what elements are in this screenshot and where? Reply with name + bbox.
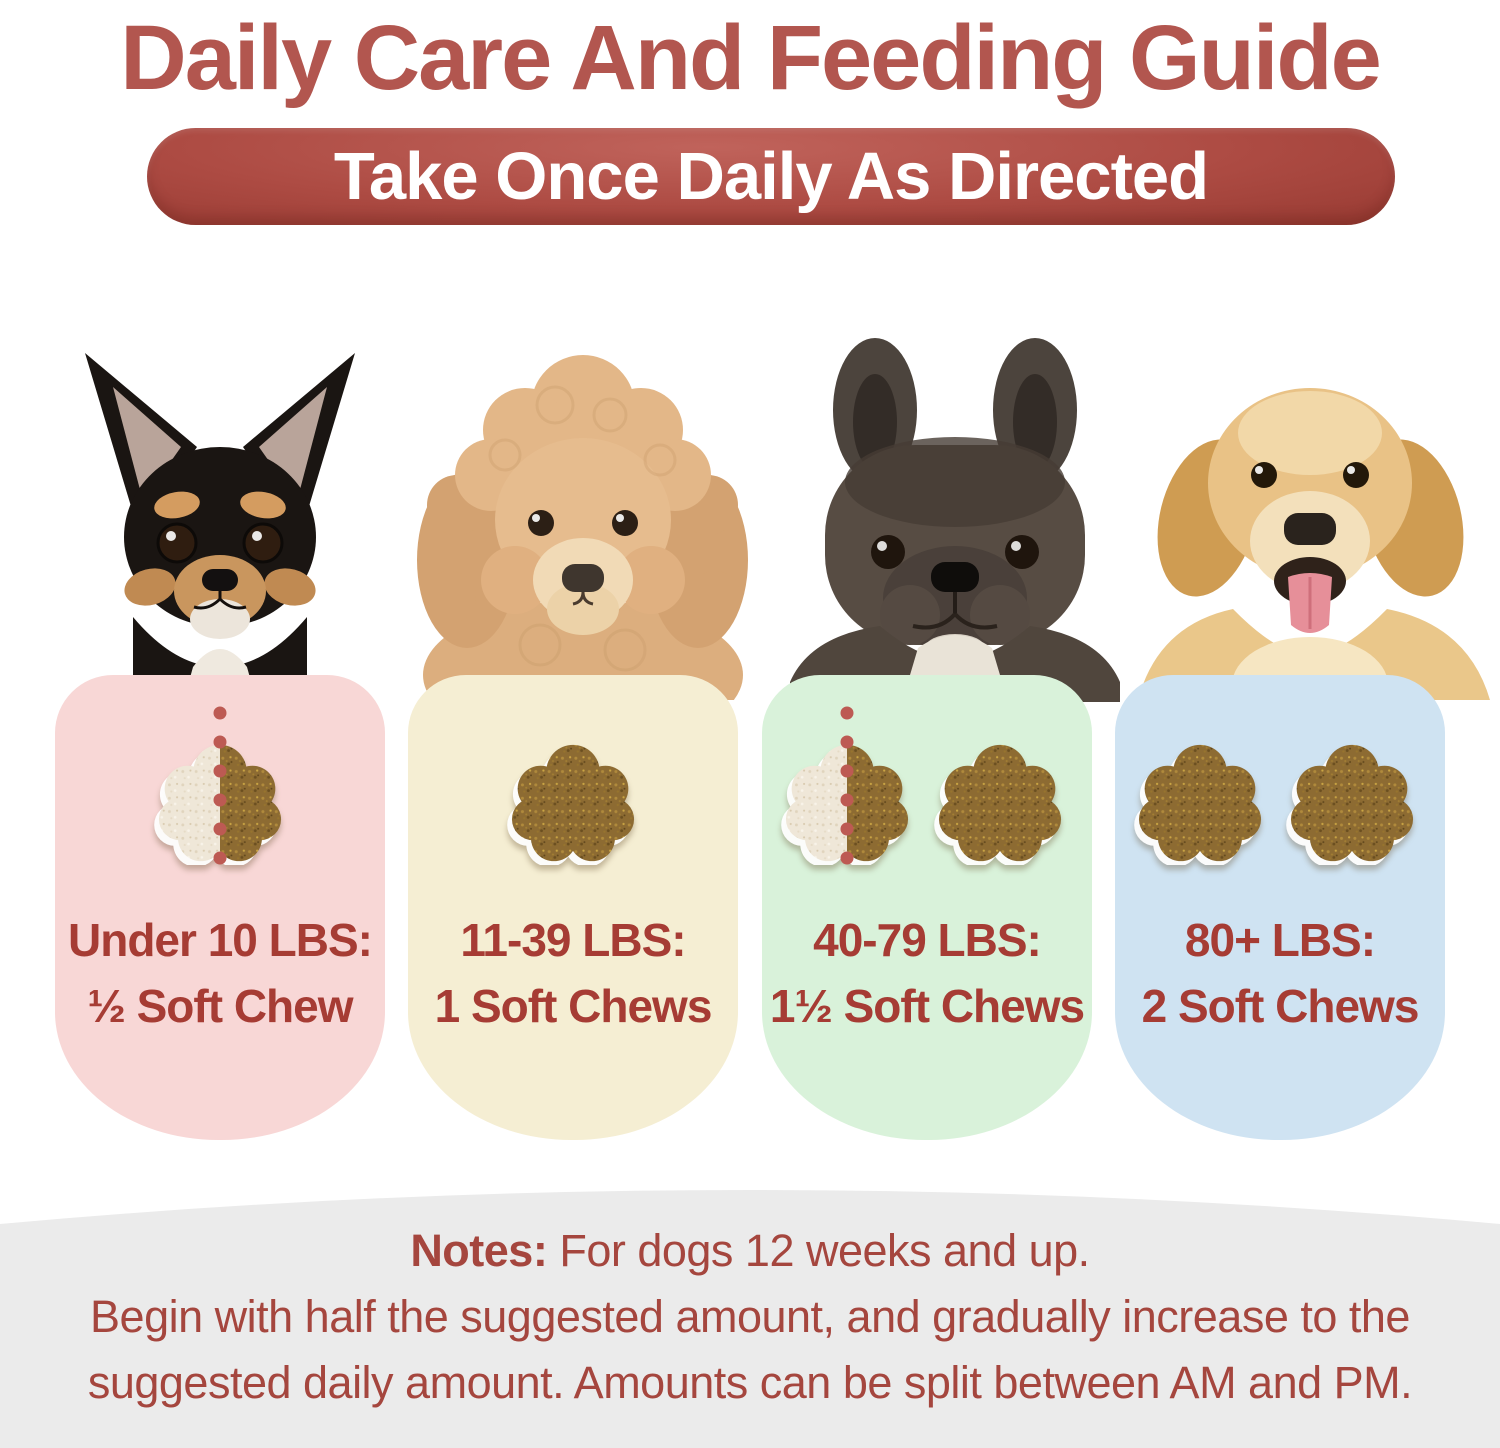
golden-retriever-photo [1128,333,1500,700]
directions-banner: Take Once Daily As Directed [147,128,1395,225]
weight-range-label: 40-79 LBS: [813,914,1042,966]
soft-chew-icon [1134,744,1262,865]
weight-range-label: Under 10 LBS: [68,914,373,966]
half-dose-divider-dots [840,706,854,894]
notes-line-3: suggested daily amount. Amounts can be s… [87,1357,1413,1408]
weight-card-11-39-lbs: 11-39 LBS: 1 Soft Chews [408,675,738,1140]
soft-chew-icon [934,744,1062,865]
dose-label: 1 Soft Chews [434,980,713,1032]
dose-label: 1½ Soft Chews [769,980,1085,1032]
french-bulldog-photo [770,330,1140,702]
soft-chew-icon [1286,744,1414,865]
notes-section: Notes: For dogs 12 weeks and up. Begin w… [0,1190,1500,1448]
page-title: Daily Care And Feeding Guide [120,7,1382,109]
notes-line-2: Begin with half the suggested amount, an… [90,1291,1410,1342]
weight-card-40-79-lbs: 40-79 LBS: 1½ Soft Chews [762,675,1092,1140]
dose-label: ½ Soft Chew [87,980,353,1032]
dose-label: 2 Soft Chews [1141,980,1420,1032]
weight-range-label: 80+ LBS: [1184,914,1376,966]
weight-range-label: 11-39 LBS: [460,914,686,966]
chihuahua-photo [55,335,385,703]
directions-banner-label: Take Once Daily As Directed [333,139,1209,214]
half-dose-divider-dots [213,706,227,894]
soft-chew-icon [507,744,635,865]
notes-curved-background [0,1190,1500,1448]
weight-card-under-10-lbs: Under 10 LBS: ½ Soft Chew [55,675,385,1140]
weight-card-80-plus-lbs: 80+ LBS: 2 Soft Chews [1115,675,1445,1140]
poodle-photo [405,345,760,700]
notes-text: Notes: For dogs 12 weeks and up. Begin w… [0,1218,1500,1416]
notes-line-1: Notes: For dogs 12 weeks and up. [410,1225,1090,1276]
notes-label: Notes: [410,1225,548,1276]
